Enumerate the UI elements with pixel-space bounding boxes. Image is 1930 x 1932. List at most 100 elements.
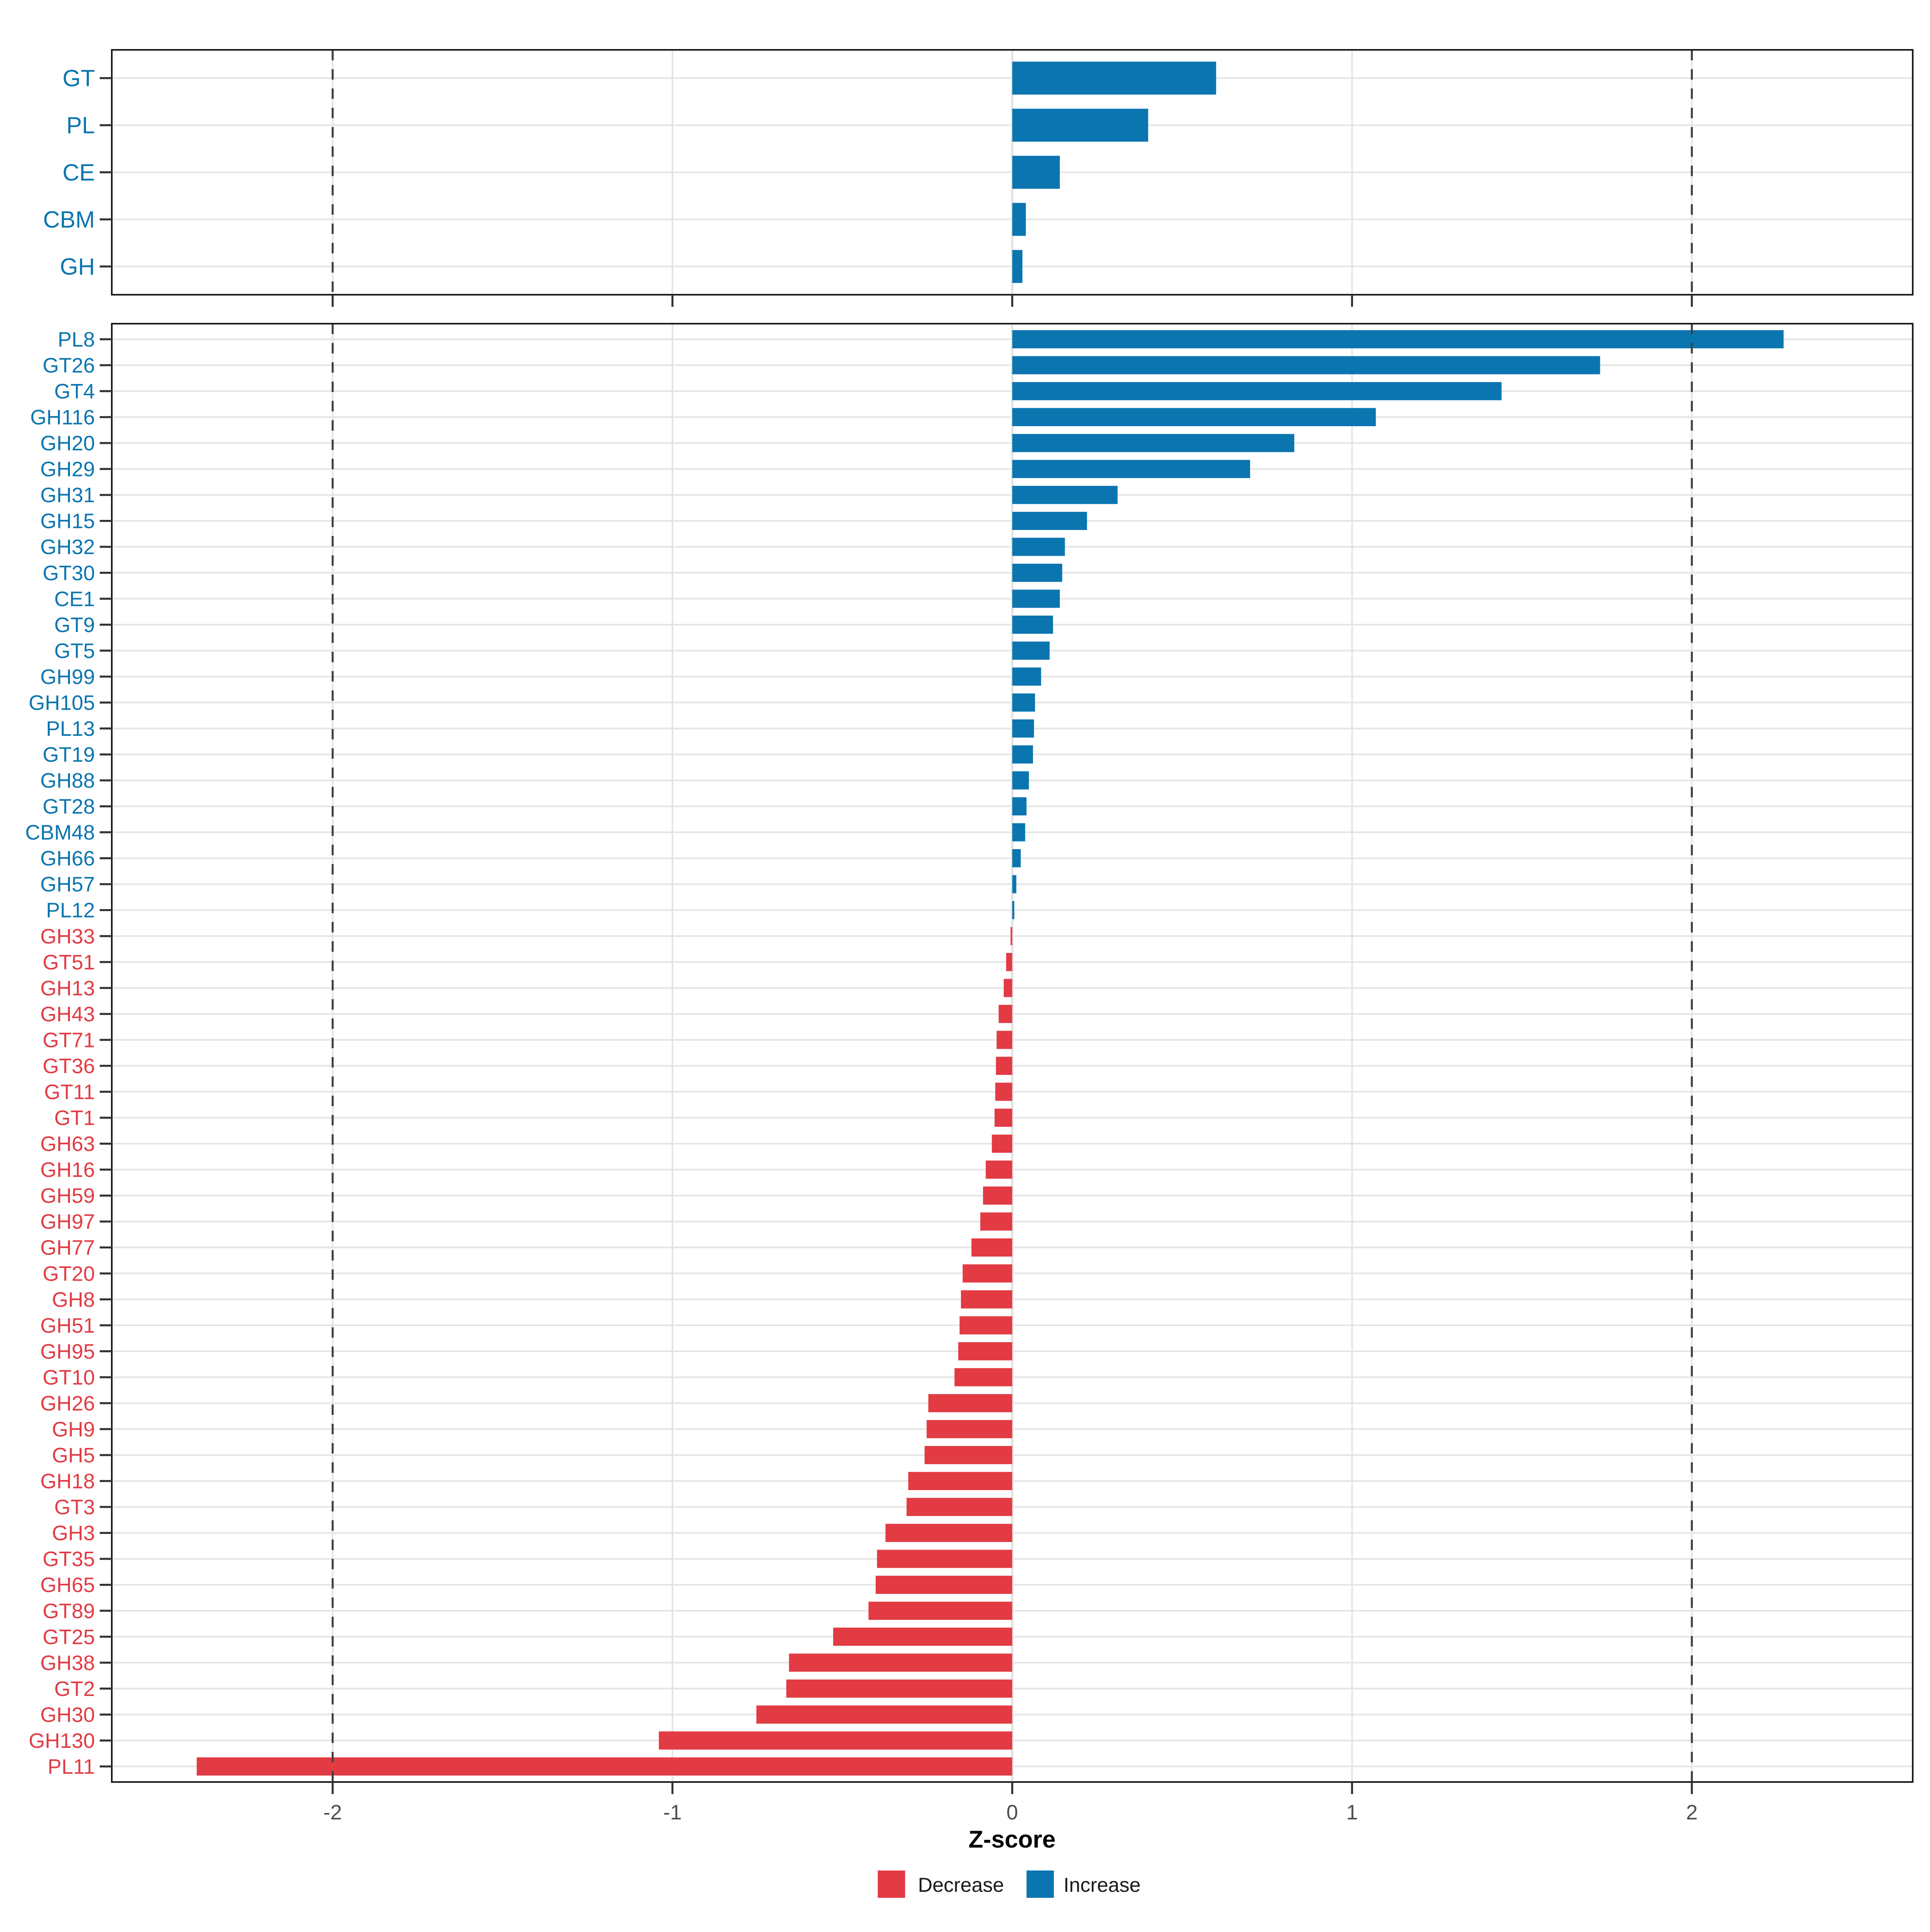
x-axis-title: Z-score bbox=[969, 1826, 1056, 1853]
bar-GH8 bbox=[961, 1290, 1012, 1309]
row-label-GT20: GT20 bbox=[43, 1262, 95, 1285]
row-label-GT30: GT30 bbox=[43, 562, 95, 585]
bar-GH105 bbox=[1012, 693, 1035, 712]
row-label-PL12: PL12 bbox=[46, 899, 95, 922]
row-label-GH16: GH16 bbox=[40, 1158, 95, 1182]
row-label-CBM48: CBM48 bbox=[25, 821, 95, 844]
row-label-GH31: GH31 bbox=[40, 484, 95, 507]
bar-PL12 bbox=[1012, 901, 1014, 920]
x-tick-label-0: 0 bbox=[1006, 1801, 1018, 1824]
bar-GT19 bbox=[1012, 745, 1033, 764]
bar-GH63 bbox=[992, 1134, 1012, 1153]
bar-GT89 bbox=[868, 1601, 1012, 1620]
bar-PL bbox=[1012, 109, 1148, 142]
row-label-GT11: GT11 bbox=[44, 1081, 95, 1104]
bar-GH130 bbox=[659, 1731, 1012, 1750]
bar-GH57 bbox=[1012, 875, 1016, 893]
x-tick-label-1: 1 bbox=[1346, 1801, 1358, 1824]
row-label-GT10: GT10 bbox=[43, 1366, 95, 1389]
bar-GT9 bbox=[1012, 616, 1053, 634]
row-label-GH88: GH88 bbox=[40, 769, 95, 793]
bar-GH13 bbox=[1004, 979, 1012, 997]
row-label-GH65: GH65 bbox=[40, 1574, 95, 1597]
bar-GT71 bbox=[996, 1031, 1012, 1049]
class-panel: GT PL CE CBM GH bbox=[43, 49, 1914, 307]
bar-GH116 bbox=[1012, 408, 1376, 426]
bar-GH20 bbox=[1012, 434, 1294, 452]
row-label-GH38: GH38 bbox=[40, 1651, 95, 1675]
bar-CBM48 bbox=[1012, 823, 1025, 842]
row-label-GT36: GT36 bbox=[43, 1055, 95, 1078]
row-label-GH33: GH33 bbox=[40, 925, 95, 948]
bar-GT10 bbox=[954, 1368, 1012, 1386]
row-label-GH66: GH66 bbox=[40, 847, 95, 871]
row-label-GT51: GT51 bbox=[43, 951, 95, 974]
bar-GH66 bbox=[1012, 849, 1021, 868]
row-label-GT89: GT89 bbox=[43, 1599, 95, 1623]
row-label-GT9: GT9 bbox=[54, 614, 95, 637]
legend-label-increase: Increase bbox=[1064, 1874, 1141, 1896]
row-label-CE: CE bbox=[62, 160, 95, 186]
family-panel: PL8GT26GT4GH116GH20GH29GH31GH15GH32GT30C… bbox=[25, 323, 1914, 1794]
row-label-GH97: GH97 bbox=[40, 1210, 95, 1234]
bar-GH43 bbox=[998, 1005, 1012, 1023]
row-label-GH20: GH20 bbox=[40, 432, 95, 455]
row-label-GH32: GH32 bbox=[40, 536, 95, 559]
x-axis: -2 -1 0 1 2 bbox=[323, 1801, 1698, 1824]
bar-GH38 bbox=[789, 1653, 1012, 1672]
bar-GH59 bbox=[983, 1186, 1012, 1205]
row-label-GT25: GT25 bbox=[43, 1626, 95, 1649]
bar-GH88 bbox=[1012, 771, 1029, 790]
row-label-GH43: GH43 bbox=[40, 1003, 95, 1026]
legend-label-decrease: Decrease bbox=[918, 1874, 1004, 1896]
row-label-GH5: GH5 bbox=[52, 1444, 95, 1467]
bar-GH65 bbox=[875, 1575, 1012, 1594]
bar-GT5 bbox=[1012, 641, 1050, 660]
x-tick-label--2: -2 bbox=[323, 1801, 342, 1824]
row-label-GH51: GH51 bbox=[40, 1314, 95, 1337]
row-label-GH77: GH77 bbox=[40, 1236, 95, 1260]
bar-GH32 bbox=[1012, 538, 1065, 556]
bar-PL8 bbox=[1012, 330, 1784, 349]
row-label-GH3: GH3 bbox=[52, 1522, 95, 1545]
bar-GH5 bbox=[924, 1446, 1012, 1464]
row-label-CBM: CBM bbox=[43, 207, 95, 233]
bar-GT2 bbox=[786, 1679, 1012, 1698]
row-label-PL: PL bbox=[66, 113, 95, 139]
row-label-GH29: GH29 bbox=[40, 458, 95, 481]
bar-PL11 bbox=[197, 1757, 1012, 1776]
legend-swatch-decrease bbox=[878, 1870, 905, 1898]
x-tick-label--1: -1 bbox=[663, 1801, 682, 1824]
bar-GT4 bbox=[1012, 382, 1502, 400]
bar-GT28 bbox=[1012, 797, 1027, 815]
row-label-GH95: GH95 bbox=[40, 1340, 95, 1363]
row-label-GH59: GH59 bbox=[40, 1185, 95, 1208]
bar-GH3 bbox=[885, 1523, 1012, 1542]
bar-GH33 bbox=[1010, 927, 1012, 945]
row-label-GT19: GT19 bbox=[43, 743, 95, 767]
bar-GT3 bbox=[906, 1498, 1012, 1516]
row-label-GT2: GT2 bbox=[54, 1677, 95, 1701]
row-label-GH99: GH99 bbox=[40, 665, 95, 689]
row-label-GH15: GH15 bbox=[40, 510, 95, 533]
row-label-PL13: PL13 bbox=[46, 717, 95, 741]
bar-CE1 bbox=[1012, 589, 1060, 608]
row-label-CE1: CE1 bbox=[54, 587, 95, 611]
row-label-GH13: GH13 bbox=[40, 977, 95, 1000]
row-label-GH9: GH9 bbox=[52, 1418, 95, 1441]
bar-GT25 bbox=[833, 1628, 1012, 1646]
bar-GT36 bbox=[996, 1057, 1012, 1075]
row-label-GH: GH bbox=[60, 254, 95, 280]
bar-GH99 bbox=[1012, 667, 1041, 686]
bar-GH15 bbox=[1012, 511, 1087, 530]
bar-GT20 bbox=[963, 1264, 1012, 1283]
row-label-GT71: GT71 bbox=[43, 1029, 95, 1052]
row-label-PL11: PL11 bbox=[47, 1755, 95, 1778]
bar-GH bbox=[1012, 250, 1022, 283]
bar-GT1 bbox=[994, 1109, 1012, 1127]
legend-swatch-increase bbox=[1027, 1870, 1054, 1898]
row-label-GH8: GH8 bbox=[52, 1288, 95, 1312]
bar-GH97 bbox=[980, 1212, 1012, 1231]
bar-CBM bbox=[1012, 203, 1026, 236]
